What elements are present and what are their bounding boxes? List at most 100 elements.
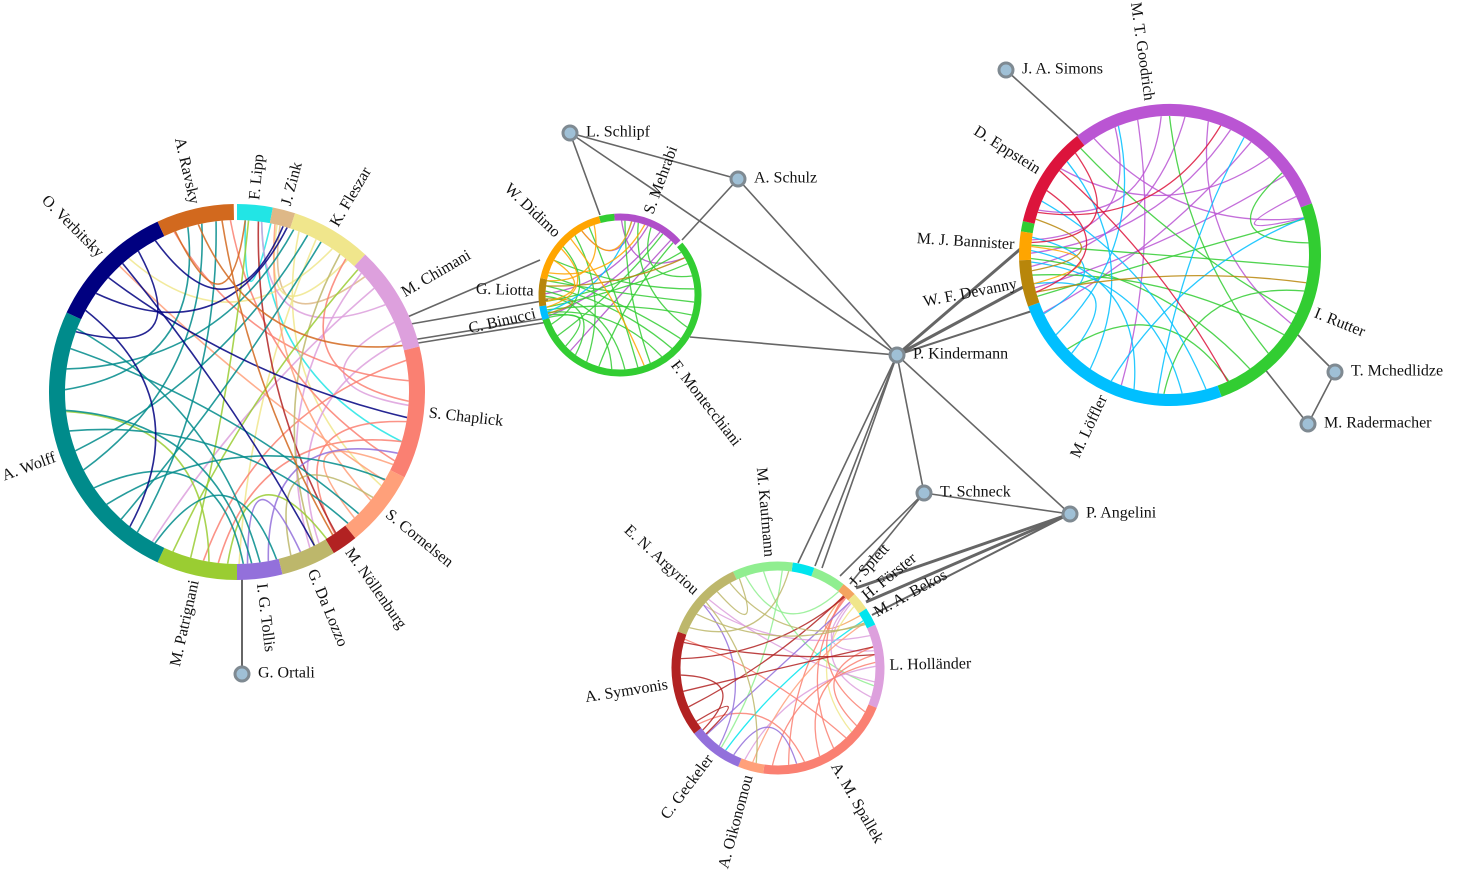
author-label: E. N. Argyriou: [621, 522, 702, 599]
author-arc: [236, 204, 273, 224]
chord: [545, 290, 626, 370]
chord: [1031, 236, 1086, 315]
edge: [896, 354, 1071, 515]
author-node: [561, 124, 579, 142]
author-label: M. Löffler: [1067, 392, 1111, 461]
chord: [548, 224, 646, 275]
chord: [688, 595, 845, 708]
edge: [689, 336, 898, 356]
chord: [683, 646, 874, 692]
chord: [316, 420, 407, 534]
chord: [546, 248, 579, 308]
edge: [821, 354, 898, 569]
author-label: A. Symvonis: [584, 676, 669, 706]
author-label: S. Cornelsen: [382, 506, 456, 571]
chord: [172, 269, 359, 552]
edge: [404, 259, 541, 319]
chord: [83, 223, 203, 471]
author-node: [1061, 505, 1079, 523]
node-label: L. Schlipf: [586, 124, 651, 141]
chord: [680, 674, 724, 731]
chord: [546, 224, 597, 282]
chord: [733, 726, 798, 764]
author-label: A. Ravsky: [171, 136, 203, 206]
chord: [680, 596, 846, 660]
node-label: J. A. Simons: [1022, 61, 1103, 78]
author-arc: [1019, 259, 1040, 307]
chord: [1031, 218, 1082, 272]
chord: [151, 287, 375, 543]
chord: [70, 347, 360, 515]
author-label: S. Chaplick: [428, 405, 504, 430]
chord: [574, 235, 596, 362]
chord: [703, 604, 871, 642]
author-label: W. Didimo: [501, 180, 564, 241]
author-arc: [694, 727, 742, 767]
edge: [797, 354, 898, 564]
chord: [545, 285, 673, 349]
chord: [306, 340, 402, 544]
author-label: M. Kaufmann: [753, 467, 778, 558]
chord: [1031, 127, 1121, 241]
chord: [1168, 115, 1269, 354]
chord: [69, 428, 349, 524]
chord: [752, 622, 865, 763]
author-node: [915, 484, 933, 502]
node-label: G. Ortali: [258, 665, 315, 682]
chord: [64, 227, 191, 391]
author-label: M. Patrignani: [167, 578, 203, 668]
author-arc: [269, 207, 296, 229]
chord: [546, 280, 695, 303]
chord: [637, 222, 688, 328]
chord: [598, 242, 674, 367]
author-label: M. Nöllenburg: [341, 545, 409, 632]
chord: [547, 311, 663, 358]
chord: [825, 606, 855, 733]
author-label: D. Eppstein: [971, 123, 1044, 178]
chord: [76, 328, 261, 563]
author-arc: [157, 547, 238, 580]
author-node: [997, 61, 1015, 79]
chord: [814, 653, 875, 757]
chord: [1041, 200, 1207, 390]
chord: [122, 263, 316, 546]
chord: [93, 470, 245, 565]
chord: [708, 598, 875, 683]
edge: [1307, 371, 1336, 425]
chord: [154, 225, 284, 290]
chord: [830, 601, 875, 652]
chord: [295, 272, 362, 549]
chord: [1110, 217, 1305, 382]
author-arc: [540, 216, 601, 280]
arc-segment: [811, 567, 844, 592]
author-arc: [157, 204, 235, 237]
edge: [896, 243, 1026, 357]
chord: [1031, 244, 1309, 268]
author-arc: [858, 608, 876, 629]
author-arc: [49, 312, 165, 563]
edge: [737, 178, 898, 356]
edge: [411, 321, 549, 345]
chord: [226, 494, 328, 564]
author-arc: [738, 758, 765, 774]
author-arc: [236, 558, 283, 580]
chord: [95, 227, 288, 314]
node-label: T. Mchedlidze: [1351, 363, 1443, 380]
author-arc: [614, 213, 681, 246]
author-arc: [763, 704, 877, 775]
chord: [581, 221, 633, 251]
chord: [744, 575, 839, 615]
edge: [411, 317, 549, 341]
chord: [545, 259, 576, 303]
chord: [546, 257, 685, 287]
chord: [108, 277, 408, 419]
chord: [705, 601, 758, 764]
author-label: I. G. Tollis: [253, 582, 278, 652]
chord: [1055, 125, 1126, 336]
chord: [260, 221, 386, 319]
chord: [217, 439, 402, 564]
author-arc: [542, 242, 702, 377]
chord: [570, 238, 645, 366]
edges: [241, 69, 1336, 674]
chord: [1059, 170, 1229, 382]
